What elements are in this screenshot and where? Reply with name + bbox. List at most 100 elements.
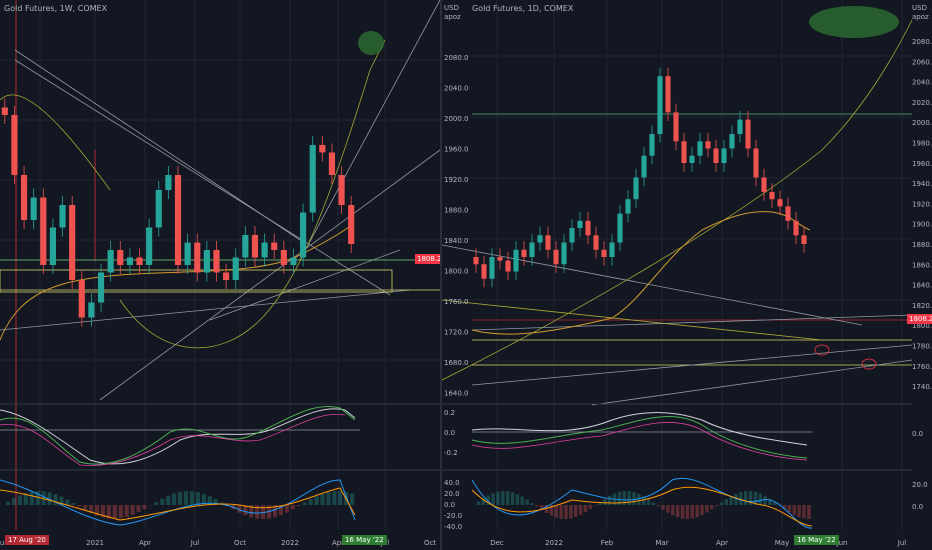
- candle-body: [497, 257, 503, 261]
- candle-body: [673, 112, 679, 142]
- axis-tick-label: 2021: [86, 539, 104, 547]
- histogram-bar: [249, 505, 254, 518]
- axis-tick-label: Apr: [716, 539, 728, 547]
- histogram-bar: [574, 505, 578, 518]
- axis-tick-label: 2040.0: [912, 79, 932, 87]
- axis-tick-label: 0.0: [444, 429, 455, 437]
- histogram-bar: [763, 495, 767, 505]
- histogram-bar: [237, 505, 242, 513]
- left-chart-svg[interactable]: JulOct2021AprJulOct2022AprJulOct: [0, 0, 440, 550]
- histogram-bar: [792, 505, 796, 515]
- candle-body: [473, 257, 479, 265]
- candle-body: [49, 227, 56, 265]
- left-chart-title: Gold Futures, 1W, COMEX: [4, 4, 108, 13]
- axis-tick-label: 1780.0: [912, 343, 932, 351]
- candle-body: [319, 145, 326, 153]
- histogram-bar: [83, 505, 88, 510]
- candle-body: [242, 235, 249, 258]
- axis-tick-label: 0.0: [444, 501, 455, 509]
- histogram-bar: [491, 493, 495, 505]
- axis-tick-label: 0.0: [912, 430, 923, 438]
- histogram-bar: [787, 505, 792, 513]
- histogram-bar: [53, 494, 58, 505]
- candle-body: [232, 257, 239, 280]
- candle-body: [280, 250, 287, 265]
- candle-body: [107, 250, 114, 273]
- axis-tick-label: 2040.0: [444, 85, 469, 93]
- histogram-bar: [564, 505, 568, 519]
- candle-body: [601, 249, 607, 258]
- histogram-bar: [661, 505, 665, 510]
- histogram-bar: [154, 501, 159, 505]
- axis-tick-label: 1800.0: [444, 268, 469, 276]
- scale-mode-left[interactable]: apoz: [444, 13, 461, 21]
- candle-body: [300, 212, 307, 258]
- candle-body: [665, 76, 671, 113]
- candle-body: [545, 235, 551, 250]
- axis-tick-label: May: [775, 539, 789, 547]
- candle-body: [529, 242, 535, 258]
- histogram-bar: [94, 505, 100, 516]
- axis-tick-label: Apr: [332, 539, 344, 547]
- histogram-bar: [166, 495, 171, 505]
- axis-tick-label: Apr: [139, 539, 151, 547]
- axis-tick-label: 0.2: [444, 409, 455, 417]
- panel-divider[interactable]: [440, 0, 442, 550]
- candle-body: [713, 148, 719, 163]
- right-chart-panel: 2080.0 2040.0 2000.0 1960.0 1920.0 1880.0 1840…: [442, 0, 932, 550]
- histogram-bar: [588, 505, 592, 509]
- histogram-bar: [734, 493, 738, 505]
- axis-tick-label: 1920.0: [912, 200, 932, 208]
- candle-body: [261, 242, 268, 258]
- candle-body: [271, 242, 278, 250]
- left-date-tag-start: 17 Aug '20: [5, 535, 49, 545]
- candle-body: [681, 141, 687, 163]
- histogram-bar: [29, 491, 34, 505]
- usd-label-right: USD: [912, 4, 927, 12]
- histogram-bar: [617, 491, 622, 505]
- axis-tick-label: 1760.0: [912, 363, 932, 371]
- candle-body: [521, 249, 527, 258]
- histogram-bar: [160, 498, 165, 505]
- left-trendlines: [0, 0, 440, 401]
- axis-tick-label: 2020.0: [912, 99, 932, 107]
- axis-tick-label: 1880.0: [444, 207, 469, 215]
- scale-mode-right[interactable]: apoz: [912, 13, 929, 21]
- candle-body: [569, 228, 575, 243]
- histogram-bar: [89, 505, 94, 514]
- axis-tick-label: Jul: [190, 539, 200, 547]
- axis-tick-label: 1720.0: [444, 329, 469, 337]
- axis-tick-label: Dec: [490, 539, 504, 547]
- axis-tick-label: 1980.0: [912, 140, 932, 148]
- right-histogram: [476, 491, 811, 519]
- histogram-bar: [671, 505, 675, 516]
- histogram-bar: [583, 505, 588, 513]
- axis-tick-label: 1680.0: [444, 359, 469, 367]
- right-price-tag: 1808.2: [907, 314, 932, 324]
- histogram-bar: [753, 491, 758, 505]
- histogram-bar: [189, 491, 195, 505]
- candle-body: [689, 155, 695, 163]
- candle-body: [793, 220, 799, 236]
- histogram-bar: [41, 491, 46, 505]
- histogram-bar: [559, 505, 563, 519]
- histogram-bar: [676, 505, 680, 518]
- left-candles: [1, 98, 355, 327]
- histogram-bar: [646, 499, 651, 505]
- candle-body: [290, 257, 297, 265]
- axis-tick-label: 20.0: [444, 490, 460, 498]
- histogram-bar: [632, 492, 636, 505]
- candle-body: [155, 190, 162, 228]
- histogram-bar: [637, 493, 641, 505]
- histogram-bar: [481, 498, 486, 505]
- histogram-bar: [530, 503, 534, 505]
- axis-tick-label: 1880.0: [912, 241, 932, 249]
- histogram-bar: [302, 502, 307, 505]
- histogram-bar: [744, 491, 748, 505]
- histogram-bar: [77, 505, 82, 507]
- candle-body: [136, 257, 143, 265]
- right-chart-svg[interactable]: 2080.0 2040.0 2000.0 1960.0 1920.0 1880.0 1840…: [442, 0, 932, 550]
- histogram-bar: [700, 505, 704, 516]
- axis-tick-label: 0.0: [912, 503, 923, 511]
- candle-body: [348, 205, 355, 244]
